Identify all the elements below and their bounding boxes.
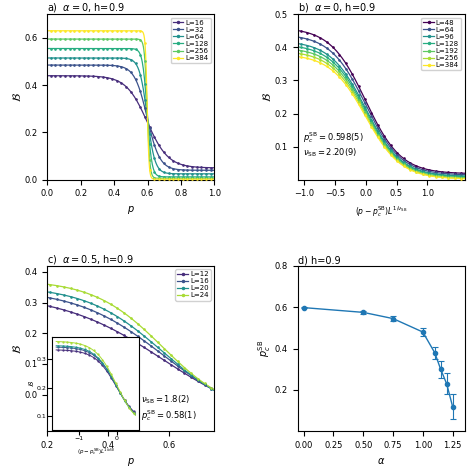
Text: $\nu_{\mathrm{SB}} = 1.8(2)$
$p_c^{\mathrm{SB}} = 0.58(1)$: $\nu_{\mathrm{SB}} = 1.8(2)$ $p_c^{\math… <box>141 393 197 423</box>
Text: d) h=0.9: d) h=0.9 <box>298 255 340 265</box>
Y-axis label: $p_c^{\mathrm{SB}}$: $p_c^{\mathrm{SB}}$ <box>256 340 273 357</box>
Y-axis label: $\mathcal{B}$: $\mathcal{B}$ <box>261 92 273 102</box>
Legend: L=48, L=64, L=96, L=128, L=192, L=256, L=384: L=48, L=64, L=96, L=128, L=192, L=256, L… <box>421 18 461 70</box>
Text: a)  $\alpha=0$, h=0.9: a) $\alpha=0$, h=0.9 <box>47 1 125 14</box>
X-axis label: $(p-p_c^{\mathrm{SB}})L^{1/\nu_{\mathrm{SB}}}$: $(p-p_c^{\mathrm{SB}})L^{1/\nu_{\mathrm{… <box>355 204 407 219</box>
Text: $p_c^{\mathrm{SB}}= 0.598(5)$
$\nu_{\mathrm{SB}} = 2.20(9)$: $p_c^{\mathrm{SB}}= 0.598(5)$ $\nu_{\mat… <box>303 130 364 159</box>
Y-axis label: $\mathcal{B}$: $\mathcal{B}$ <box>11 92 23 102</box>
Text: c)  $\alpha=0.5$, h=0.9: c) $\alpha=0.5$, h=0.9 <box>47 253 134 266</box>
X-axis label: $\alpha$: $\alpha$ <box>377 456 385 465</box>
Legend: L=12, L=16, L=20, L=24: L=12, L=16, L=20, L=24 <box>175 269 211 301</box>
Y-axis label: $\mathcal{B}$: $\mathcal{B}$ <box>11 344 23 354</box>
X-axis label: $p$: $p$ <box>127 204 135 216</box>
X-axis label: $p$: $p$ <box>127 456 135 468</box>
Legend: L=16, L=32, L=64, L=128, L=256, L=384: L=16, L=32, L=64, L=128, L=256, L=384 <box>171 18 211 63</box>
Text: b)  $\alpha=0$, h=0.9: b) $\alpha=0$, h=0.9 <box>298 1 376 14</box>
